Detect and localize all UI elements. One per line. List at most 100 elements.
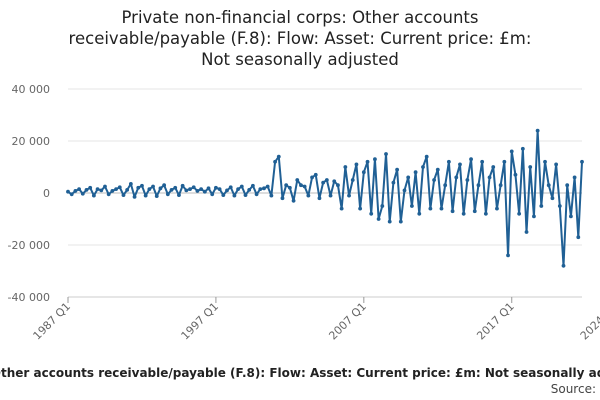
data-point [214, 185, 218, 190]
x-tick-label: 1997 Q1 [178, 300, 221, 343]
data-point [247, 187, 252, 192]
data-point [284, 183, 289, 188]
x-tick-label: 1987 Q1 [31, 300, 74, 343]
data-point [225, 188, 229, 193]
data-point [469, 157, 473, 162]
data-point [228, 185, 233, 190]
data-point [517, 211, 522, 216]
source-label: Source: [550, 382, 596, 396]
data-point [147, 187, 152, 192]
data-point [154, 194, 159, 199]
chart-title-line-3: Not seasonally adjusted [201, 50, 399, 69]
data-point [80, 191, 85, 196]
data-point [391, 180, 396, 185]
data-point [380, 204, 385, 208]
data-point [569, 214, 573, 219]
x-axis: 1987 Q1 1997 Q1 2007 Q1 2017 Q1 2024 Q1 [31, 296, 600, 343]
data-point [443, 183, 448, 188]
data-point [254, 192, 259, 197]
data-point [465, 178, 470, 182]
data-point [580, 159, 584, 164]
data-point [239, 184, 244, 189]
data-point [106, 192, 111, 197]
x-tick-label: 2024 Q1 [578, 300, 600, 343]
data-point [565, 183, 570, 188]
chart-title-line-1: Private non-financial corps: Other accou… [121, 8, 479, 27]
x-tick-label: 2017 Q1 [474, 300, 517, 343]
data-point [557, 204, 562, 208]
data-point [291, 198, 296, 203]
data-point [276, 154, 281, 159]
data-point [476, 183, 481, 188]
data-point [387, 219, 392, 224]
data-point [354, 162, 359, 167]
data-point [69, 192, 74, 197]
data-point [424, 154, 429, 159]
data-point [350, 178, 355, 182]
data-point [480, 159, 485, 164]
y-tick-label: 0 [43, 187, 50, 200]
data-point [195, 189, 200, 193]
y-tick-label: -40 000 [8, 291, 50, 304]
data-point [543, 159, 547, 164]
data-point [524, 230, 529, 234]
data-point [250, 183, 255, 188]
data-point [461, 211, 466, 216]
data-point [66, 189, 70, 194]
data-point [513, 172, 518, 177]
data-point [532, 214, 536, 219]
data-point [520, 146, 525, 151]
data-point [302, 184, 307, 189]
data-point [339, 206, 344, 211]
data-point [398, 219, 403, 224]
data-point [506, 253, 510, 258]
data-point [472, 209, 477, 214]
data-point [243, 193, 248, 197]
data-point [358, 206, 363, 211]
data-point [287, 185, 292, 190]
data-point [184, 188, 189, 193]
data-point [317, 196, 322, 201]
data-point [550, 196, 555, 201]
data-point [498, 183, 503, 188]
data-point [546, 183, 551, 188]
data-point [88, 185, 93, 190]
data-point [439, 206, 444, 211]
data-point [384, 152, 388, 156]
data-point [313, 172, 318, 177]
series-line [67, 129, 583, 267]
data-point [458, 162, 462, 167]
data-point [125, 187, 130, 192]
data-point [114, 187, 118, 192]
data-point [306, 193, 311, 198]
data-point [180, 183, 185, 188]
data-point [128, 182, 133, 186]
data-point [410, 204, 414, 208]
data-point [487, 175, 492, 180]
data-point [417, 211, 422, 216]
data-point [202, 189, 207, 194]
data-point [483, 211, 488, 216]
data-point [84, 187, 89, 192]
data-point [236, 187, 241, 192]
data-point [162, 183, 167, 188]
data-point [191, 185, 196, 190]
data-point [295, 178, 300, 182]
data-point [73, 189, 78, 193]
y-tick-label: 40 000 [12, 83, 51, 96]
data-point [210, 192, 215, 197]
data-point [169, 187, 174, 192]
data-point [328, 193, 333, 198]
data-point [321, 180, 326, 185]
x-tick-label: 2007 Q1 [326, 300, 369, 343]
data-point [332, 179, 337, 184]
data-point [509, 149, 514, 154]
y-tick-label: 20 000 [12, 135, 51, 148]
data-point [91, 193, 96, 198]
data-point [373, 157, 377, 162]
series-group [66, 128, 584, 268]
data-point [528, 165, 533, 169]
data-point [143, 193, 148, 198]
data-point [77, 187, 81, 192]
data-point [576, 235, 581, 240]
